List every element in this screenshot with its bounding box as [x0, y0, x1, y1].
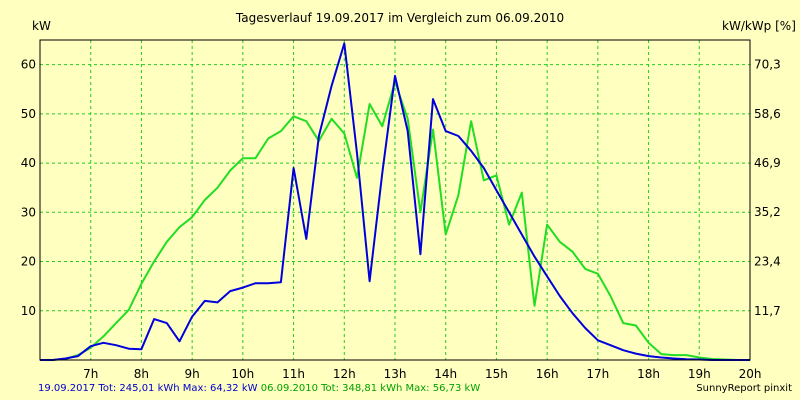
- y-right-tick-label: 11,7: [754, 304, 781, 318]
- x-tick-label: 8h: [134, 367, 149, 381]
- y-axis-right-label: kW/kWp [%]: [722, 19, 796, 33]
- x-tick-label: 7h: [83, 367, 98, 381]
- x-tick-label: 12h: [333, 367, 356, 381]
- y-left-tick-label: 60: [21, 58, 36, 72]
- y-axis-left-label: kW: [32, 19, 51, 33]
- plot-frame: [39, 39, 751, 361]
- y-right-tick-label: 70,3: [754, 58, 781, 72]
- x-tick-label: 13h: [384, 367, 407, 381]
- axis-ticks: 7h 8h 9h 10h 11h 12h 13h 14h 15h 16h 17h 18h 19h 20h 1…: [21, 58, 781, 381]
- y-left-tick-label: 30: [21, 205, 36, 219]
- y-right-tick-label: 35,2: [754, 205, 781, 219]
- footer-credit: SunnyReport pinxit: [696, 383, 792, 394]
- x-tick-label: 19h: [688, 367, 711, 381]
- y-left-tick-label: 10: [21, 304, 36, 318]
- x-tick-label: 14h: [434, 367, 457, 381]
- x-tick-label: 20h: [739, 367, 762, 381]
- x-tick-label: 11h: [282, 367, 305, 381]
- series-layer: [40, 42, 750, 361]
- footer-summary: 19.09.2017 Tot: 245,01 kWh Max: 64,32 kW…: [38, 383, 480, 395]
- y-left-tick-label: 20: [21, 255, 36, 269]
- x-tick-label: 10h: [231, 367, 254, 381]
- chart-title: Tagesverlauf 19.09.2017 im Vergleich zum…: [235, 11, 564, 25]
- y-right-tick-label: 58,6: [754, 107, 781, 121]
- y-left-tick-label: 40: [21, 156, 36, 170]
- footer-summary-green: 06.09.2010 Tot: 348,81 kWh Max: 56,73 kW: [260, 383, 481, 394]
- y-right-tick-label: 46,9: [754, 156, 781, 170]
- y-left-tick-label: 50: [21, 107, 36, 121]
- y-right-tick-label: 23,4: [754, 255, 781, 269]
- x-tick-label: 17h: [586, 367, 609, 381]
- x-tick-label: 15h: [485, 367, 508, 381]
- series-line-blue: [40, 42, 750, 361]
- x-tick-label: 9h: [185, 367, 200, 381]
- x-tick-label: 16h: [536, 367, 559, 381]
- x-tick-label: 18h: [637, 367, 660, 381]
- footer-summary-blue: 19.09.2017 Tot: 245,01 kWh Max: 64,32 kW: [38, 383, 258, 394]
- grid-lines: [40, 40, 751, 360]
